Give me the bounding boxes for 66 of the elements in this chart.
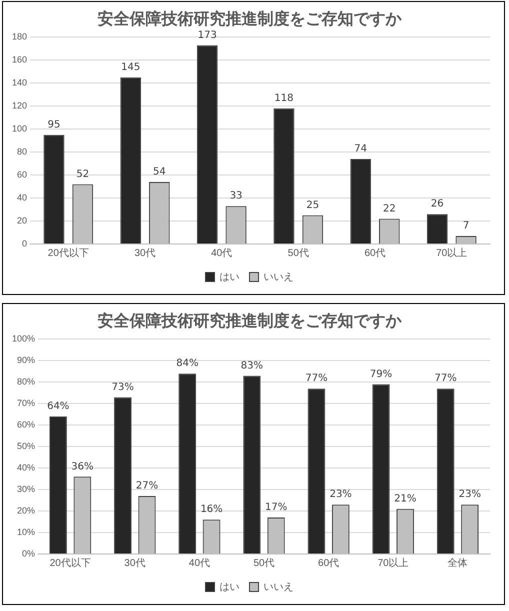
y-tick-label: 160 xyxy=(12,54,28,65)
y-tick-label: 20% xyxy=(17,506,36,516)
data-label: 21% xyxy=(394,493,416,504)
data-label: 77% xyxy=(434,373,457,384)
x-tick-label: 40代 xyxy=(211,248,232,259)
data-label: 84% xyxy=(176,358,198,370)
legend-label: はい xyxy=(220,272,240,283)
y-tick-label: 10% xyxy=(17,527,36,538)
data-label: 26 xyxy=(430,198,444,210)
data-label: 25 xyxy=(306,200,320,211)
x-tick-label: 60代 xyxy=(318,558,340,569)
x-tick-label: 全体 xyxy=(448,556,468,569)
y-tick-label: 0% xyxy=(22,548,36,558)
data-label: 173 xyxy=(198,30,217,41)
y-tick-label: 90% xyxy=(17,355,36,366)
x-tick-label: 70以上 xyxy=(378,556,409,569)
data-label: 22 xyxy=(383,203,396,214)
y-tick-label: 70% xyxy=(17,398,36,408)
data-label: 16% xyxy=(200,504,223,516)
y-tick-label: 0 xyxy=(22,238,28,248)
x-tick-label: 30代 xyxy=(124,558,146,569)
chart-title: 安全保障技術研究推進制度をご存知ですか xyxy=(98,311,402,330)
legend-label: はい xyxy=(220,582,240,593)
y-tick-label: 30% xyxy=(17,484,36,494)
data-label: 118 xyxy=(274,93,294,104)
y-tick-label: 140 xyxy=(12,78,28,88)
legend-label: いいえ xyxy=(264,272,294,283)
data-label: 23% xyxy=(458,489,481,500)
data-label: 79% xyxy=(370,368,392,380)
data-label: 23% xyxy=(330,489,352,500)
y-tick-label: 80 xyxy=(17,146,28,157)
y-tick-label: 180 xyxy=(12,32,28,42)
y-tick-label: 60% xyxy=(17,420,36,430)
data-label: 64% xyxy=(47,401,70,412)
y-tick-label: 50% xyxy=(17,441,36,452)
data-label: 77% xyxy=(305,373,328,384)
data-label: 52 xyxy=(76,168,90,180)
x-tick-label: 50代 xyxy=(288,248,309,259)
y-tick-label: 100 xyxy=(12,124,28,134)
data-label: 17% xyxy=(265,502,288,514)
y-tick-label: 80% xyxy=(17,376,36,387)
data-label: 74 xyxy=(354,144,367,155)
x-tick-label: 70以上 xyxy=(436,246,468,259)
legend-label: いいえ xyxy=(264,582,294,593)
data-label: 95 xyxy=(48,119,60,130)
data-label: 54 xyxy=(153,166,166,178)
y-tick-label: 60 xyxy=(17,170,28,180)
x-tick-label: 20代以下 xyxy=(48,246,89,259)
y-tick-label: 40 xyxy=(17,192,28,203)
data-label: 73% xyxy=(112,382,134,393)
x-tick-label: 50代 xyxy=(253,558,275,569)
data-label: 83% xyxy=(240,360,264,372)
x-tick-label: 40代 xyxy=(188,558,210,569)
x-tick-label: 60代 xyxy=(364,248,386,259)
data-label: 36% xyxy=(71,461,94,472)
data-label: 33 xyxy=(230,190,242,202)
y-tick-label: 40% xyxy=(17,462,36,473)
chart-title: 安全保障技術研究推進制度をご存知ですか xyxy=(98,9,402,28)
x-tick-label: 30代 xyxy=(134,248,156,259)
y-tick-label: 120 xyxy=(12,100,28,111)
data-label: 27% xyxy=(136,480,158,492)
data-label: 7 xyxy=(462,220,470,232)
y-tick-label: 100% xyxy=(12,334,36,344)
x-tick-label: 20代以下 xyxy=(50,556,91,569)
y-tick-label: 20 xyxy=(17,216,28,226)
data-label: 145 xyxy=(121,62,140,74)
